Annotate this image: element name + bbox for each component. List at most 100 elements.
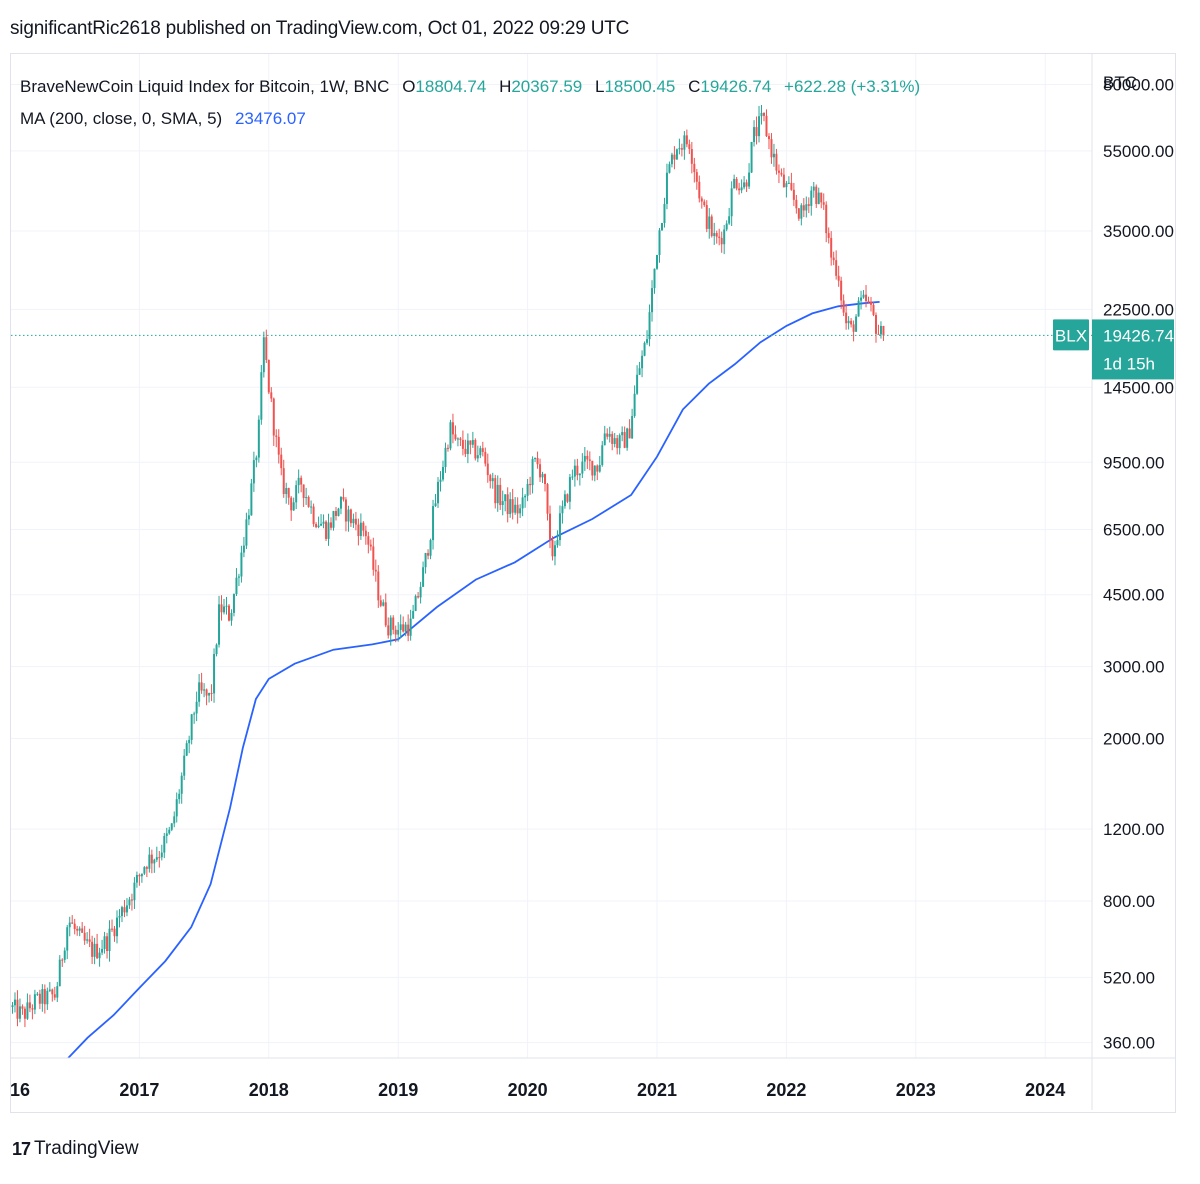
last-price-badge[interactable]: 19426.74 1d 15h: [1092, 319, 1174, 380]
candle-body: [842, 300, 845, 313]
candle: [389, 615, 392, 646]
candle: [103, 931, 106, 954]
candle-body: [223, 606, 226, 613]
overlay-layer: BLX 19426.74 1d 15h: [11, 319, 1174, 380]
candle-body: [660, 222, 663, 231]
candle-body: [628, 428, 631, 439]
candle: [670, 152, 673, 168]
candle: [481, 441, 484, 457]
candle-body: [668, 164, 671, 173]
candle-body: [277, 436, 280, 455]
candle-body: [578, 473, 581, 476]
candle: [782, 167, 785, 188]
candle: [797, 207, 800, 221]
candle-body: [101, 949, 104, 953]
candle-body: [53, 994, 56, 998]
candle-body: [573, 465, 576, 477]
candle-body: [242, 545, 245, 553]
candle-body: [125, 905, 128, 913]
candle: [603, 425, 606, 446]
candle-body: [675, 149, 678, 160]
candle: [740, 179, 743, 194]
candle-body: [725, 223, 728, 230]
candle-body: [718, 236, 721, 238]
candle: [160, 844, 163, 861]
candle: [576, 458, 579, 481]
candle-body: [446, 447, 449, 449]
candle: [374, 559, 377, 582]
ma-label[interactable]: MA (200, close, 0, SMA, 5): [20, 109, 223, 128]
candle-body: [369, 544, 372, 547]
candle-body: [830, 237, 833, 258]
y-tick-label: 360.00: [1103, 1034, 1155, 1053]
candle-body: [330, 522, 333, 528]
candle: [451, 413, 454, 444]
candle-body: [489, 475, 492, 482]
candle: [250, 478, 253, 516]
candle: [120, 905, 123, 923]
high-value: 20367.59: [511, 77, 583, 96]
candle-body: [827, 233, 830, 238]
candle-body: [334, 511, 337, 516]
candle: [835, 250, 838, 280]
candle: [300, 475, 303, 493]
candle-body: [257, 419, 260, 458]
candle-body: [61, 959, 64, 961]
candle-body: [91, 941, 94, 957]
candle-body: [120, 907, 123, 917]
candle: [825, 201, 828, 243]
candle: [155, 846, 158, 863]
candle-body: [359, 522, 362, 537]
candle-body: [646, 339, 649, 343]
candle: [145, 865, 148, 878]
candle: [128, 896, 131, 909]
candle: [26, 993, 29, 1020]
candle: [628, 419, 631, 439]
candle: [245, 512, 248, 549]
candle: [158, 850, 161, 868]
candle: [168, 826, 171, 835]
candle-body: [290, 497, 293, 511]
candle-body: [616, 438, 619, 449]
candle: [193, 711, 196, 724]
candle: [665, 163, 668, 210]
candle-body: [524, 495, 527, 498]
candle-body: [591, 460, 594, 476]
currency-label: BTC: [1103, 73, 1137, 92]
candle-body: [782, 174, 785, 188]
candle: [185, 740, 188, 757]
open-value: 18804.74: [415, 77, 487, 96]
footer-brand[interactable]: 17 TradingView: [12, 1138, 139, 1160]
candle-body: [735, 178, 738, 189]
candle: [218, 595, 221, 648]
candle-body: [588, 459, 591, 461]
candle: [165, 827, 168, 844]
candle: [850, 318, 853, 328]
candle-body: [601, 445, 604, 466]
candle-body: [118, 916, 121, 918]
symbol-badge[interactable]: BLX: [1053, 319, 1089, 351]
candle: [852, 320, 855, 342]
candle: [705, 200, 708, 233]
candle: [842, 294, 845, 317]
candle: [275, 429, 278, 448]
candle: [330, 517, 333, 531]
symbol-description[interactable]: BraveNewCoin Liquid Index for Bitcoin, 1…: [20, 77, 390, 96]
candle-body: [185, 743, 188, 756]
candle: [247, 509, 250, 526]
candle: [71, 915, 74, 924]
candle: [277, 429, 280, 464]
candle: [116, 910, 119, 944]
candle-body: [36, 993, 39, 995]
candle-body: [203, 689, 206, 691]
candle-body: [633, 393, 636, 417]
candle: [178, 789, 181, 804]
candle: [31, 1004, 34, 1020]
candle: [140, 873, 143, 883]
candle: [519, 504, 522, 518]
candle: [601, 441, 604, 467]
candle: [499, 477, 502, 510]
candle: [456, 437, 459, 447]
candle: [143, 866, 146, 875]
